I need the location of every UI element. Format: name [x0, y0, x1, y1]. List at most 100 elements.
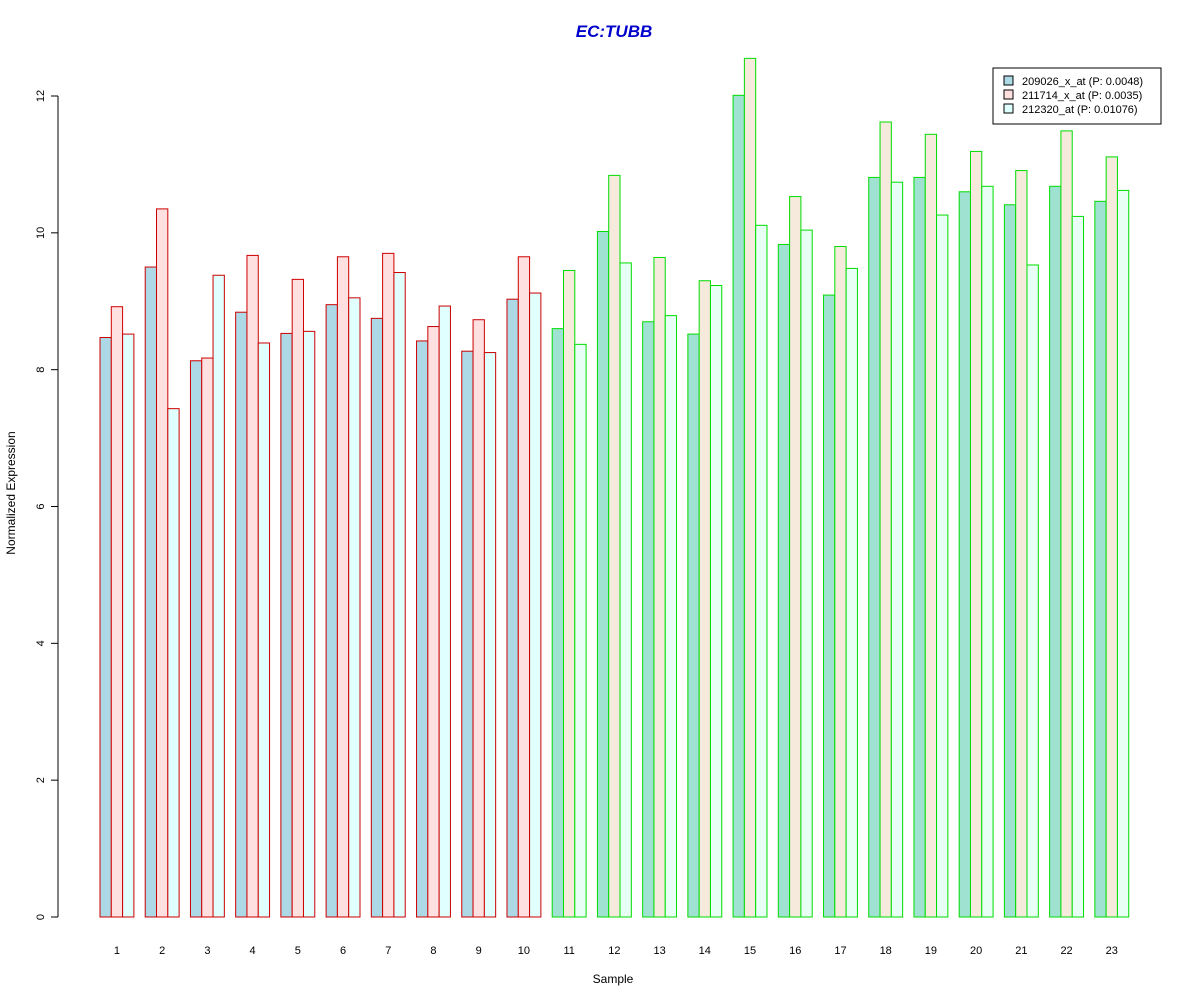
bar-sample-20-series-1 — [958, 191, 971, 918]
legend-swatch — [1003, 89, 1014, 100]
bar-sample-9-series-2 — [472, 319, 485, 918]
x-tick-label: 8 — [430, 945, 436, 957]
bar-sample-2-series-1 — [144, 266, 158, 918]
bar-sample-15-series-1 — [732, 94, 745, 918]
x-tick-label: 1 — [114, 945, 120, 957]
bar-sample-12-series-1 — [596, 230, 610, 918]
x-tick-label: 22 — [1060, 945, 1072, 957]
x-tick-label: 17 — [834, 945, 846, 957]
bar-sample-19-series-2 — [924, 133, 938, 918]
bar-sample-11-series-1 — [551, 328, 565, 918]
bar-sample-22-series-3 — [1071, 215, 1085, 918]
chart-title: EC:TUBB — [576, 22, 653, 41]
bar-sample-20-series-3 — [981, 185, 994, 918]
x-tick-label: 15 — [744, 945, 756, 957]
x-tick-label: 5 — [295, 945, 301, 957]
bar-sample-5-series-1 — [280, 332, 293, 918]
x-tick-label: 21 — [1015, 945, 1027, 957]
bar-sample-16-series-3 — [800, 229, 813, 918]
bar-sample-18-series-3 — [890, 181, 904, 918]
y-tick-label: 10 — [35, 227, 47, 239]
bar-sample-18-series-2 — [879, 121, 892, 918]
y-tick-label: 6 — [35, 503, 47, 509]
y-axis-label: Normalized Expression — [4, 431, 18, 554]
bar-sample-13-series-1 — [642, 321, 655, 918]
bar-sample-21-series-1 — [1003, 204, 1017, 918]
bar-sample-7-series-3 — [393, 272, 406, 918]
x-tick-label: 10 — [518, 945, 530, 957]
y-tick-label: 4 — [35, 640, 47, 646]
x-tick-label: 16 — [789, 945, 801, 957]
bar-sample-14-series-2 — [698, 280, 711, 918]
y-tick-label: 2 — [35, 777, 47, 783]
bar-sample-22-series-2 — [1060, 130, 1073, 918]
x-tick-label: 3 — [204, 945, 210, 957]
bar-sample-1-series-3 — [122, 333, 135, 918]
x-tick-label: 12 — [608, 945, 620, 957]
bar-sample-8-series-1 — [416, 340, 429, 918]
bar-sample-10-series-1 — [506, 298, 519, 918]
bar-sample-3-series-1 — [189, 360, 203, 918]
legend-box — [992, 67, 1162, 125]
x-tick-label: 19 — [925, 945, 937, 957]
bar-sample-11-series-3 — [574, 343, 587, 918]
bar-sample-1-series-1 — [99, 337, 112, 918]
x-tick-label: 7 — [385, 945, 391, 957]
x-tick-label: 20 — [970, 945, 982, 957]
y-tick-label: 8 — [35, 367, 47, 373]
bar-sample-15-series-2 — [743, 57, 757, 918]
y-tick-label: 12 — [35, 90, 47, 102]
bar-sample-4-series-3 — [257, 342, 271, 918]
bar-sample-21-series-2 — [1015, 170, 1028, 918]
bar-sample-15-series-3 — [755, 224, 768, 918]
bar-sample-23-series-1 — [1094, 200, 1107, 918]
x-tick-label: 11 — [563, 945, 574, 957]
bar-sample-8-series-3 — [438, 305, 451, 918]
bar-sample-5-series-2 — [291, 278, 304, 918]
x-tick-label: 6 — [340, 945, 346, 957]
bar-sample-9-series-1 — [461, 350, 474, 918]
bar-sample-4-series-1 — [235, 311, 248, 918]
legend-entry: 209026_x_at (P: 0.0048) — [1022, 76, 1143, 88]
bar-sample-22-series-1 — [1049, 185, 1062, 918]
bar-sample-12-series-3 — [619, 262, 632, 918]
bar-sample-18-series-1 — [868, 176, 881, 918]
bar-sample-14-series-1 — [687, 333, 700, 918]
bar-sample-16-series-2 — [789, 196, 802, 918]
bar-sample-17-series-3 — [845, 267, 858, 918]
y-tick-label: 0 — [35, 914, 47, 920]
bar-sample-23-series-2 — [1105, 156, 1118, 918]
bar-sample-10-series-3 — [529, 292, 542, 918]
bar-sample-14-series-3 — [709, 285, 723, 918]
bar-sample-12-series-2 — [608, 174, 621, 918]
x-tick-label: 2 — [159, 945, 165, 957]
legend-entry: 211714_x_at (P: 0.0035) — [1022, 90, 1142, 102]
bar-sample-13-series-3 — [664, 315, 678, 918]
bar-sample-11-series-2 — [563, 269, 576, 918]
bar-sample-8-series-2 — [427, 326, 440, 918]
bar-sample-10-series-2 — [517, 256, 531, 918]
bar-sample-20-series-2 — [969, 150, 983, 918]
bar-sample-19-series-1 — [913, 176, 926, 918]
bar-sample-6-series-2 — [336, 256, 350, 918]
bar-sample-2-series-3 — [167, 408, 180, 918]
bar-sample-6-series-1 — [325, 304, 338, 918]
x-tick-label: 14 — [699, 945, 711, 957]
x-tick-label: 9 — [476, 945, 482, 957]
bar-sample-7-series-2 — [382, 252, 395, 918]
x-axis-label: Sample — [593, 972, 634, 986]
bar-sample-5-series-3 — [302, 330, 316, 918]
bar-sample-1-series-2 — [110, 306, 124, 918]
bar-sample-3-series-2 — [201, 357, 214, 918]
bar-sample-17-series-2 — [834, 246, 847, 918]
legend-entry: 212320_at (P: 0.01076) — [1022, 104, 1138, 116]
bar-sample-23-series-3 — [1116, 189, 1130, 918]
bar-sample-19-series-3 — [936, 214, 949, 918]
bar-sample-21-series-3 — [1026, 264, 1039, 918]
legend-swatch — [1003, 75, 1014, 86]
bars-group — [99, 57, 1130, 918]
bar-sample-7-series-1 — [370, 317, 384, 918]
legend-swatch — [1003, 103, 1014, 114]
legend: 209026_x_at (P: 0.0048) 211714_x_at (P: 0… — [992, 67, 1162, 125]
